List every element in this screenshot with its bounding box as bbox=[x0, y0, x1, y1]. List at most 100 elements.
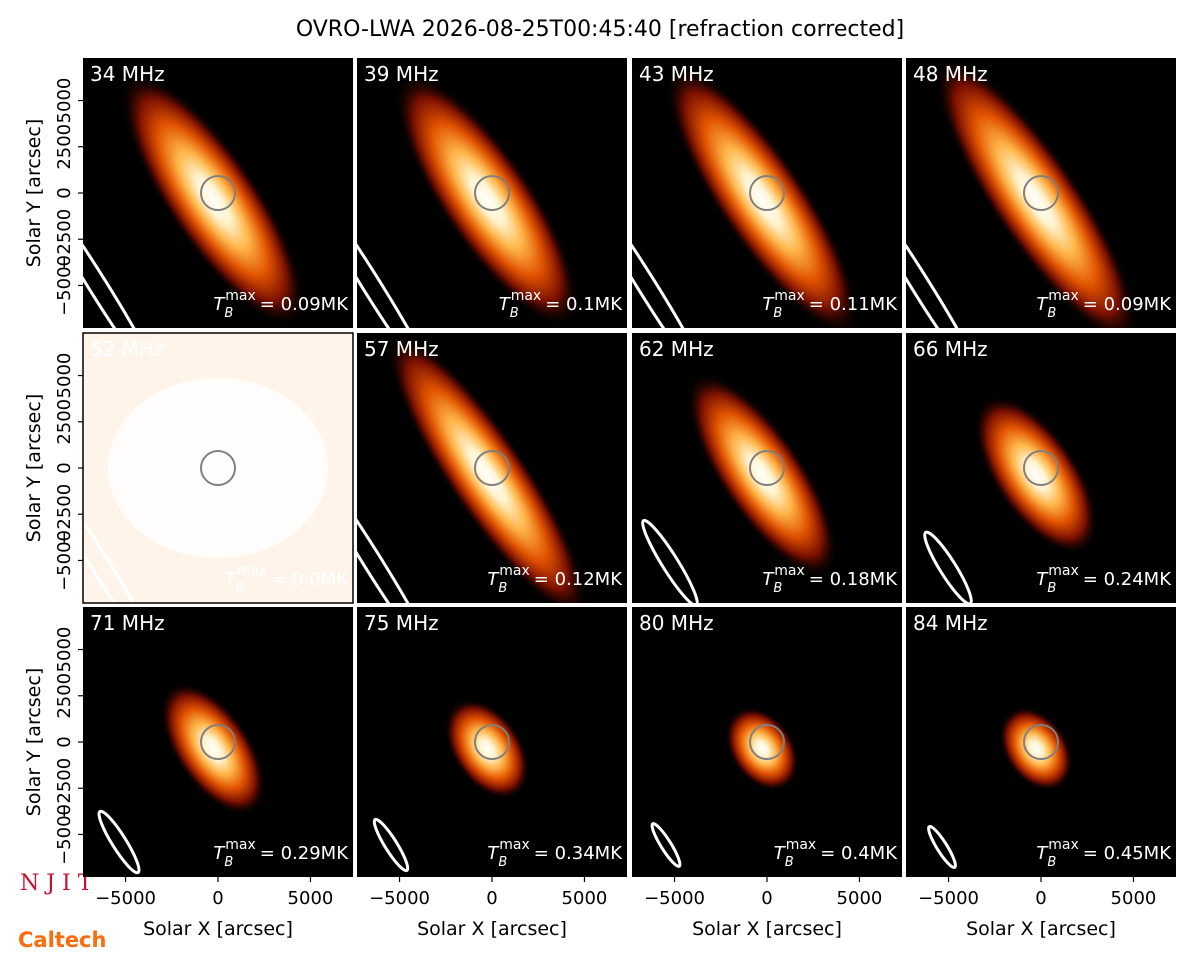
x-tick-label: 5000 bbox=[1111, 888, 1157, 909]
tb-sup: max bbox=[774, 288, 805, 304]
tb-symbol: T bbox=[213, 843, 226, 864]
panel bbox=[83, 607, 353, 877]
tb-value: = 0.09MK bbox=[260, 294, 349, 315]
emission bbox=[686, 372, 838, 578]
tb-sub: B bbox=[1047, 306, 1056, 321]
solar-disk bbox=[200, 724, 236, 760]
caltech-logo: Caltech bbox=[18, 928, 106, 952]
frequency-label: 34 MHz bbox=[90, 62, 165, 86]
y-tick-label: 5000 bbox=[54, 78, 75, 124]
beam bbox=[650, 822, 682, 868]
solar-disk bbox=[474, 724, 510, 760]
tb-sup: max bbox=[774, 563, 805, 579]
panel bbox=[632, 333, 902, 603]
emission bbox=[934, 58, 1138, 328]
tb-value: = 0.45MK bbox=[1083, 843, 1172, 864]
x-axis-label: Solar X [arcsec] bbox=[692, 918, 842, 940]
tb-value: = 0.1MK bbox=[545, 294, 623, 315]
x-tick-label: 0 bbox=[1035, 888, 1046, 909]
beam bbox=[923, 530, 973, 603]
tb-max-label: TBmax = 0.34MK bbox=[487, 837, 623, 870]
panel bbox=[906, 607, 1176, 877]
tb-value: = 0.09MK bbox=[1083, 294, 1172, 315]
y-axis-label: Solar Y [arcsec] bbox=[23, 119, 45, 267]
panel bbox=[83, 333, 353, 603]
tb-symbol: T bbox=[1036, 294, 1049, 315]
tb-symbol: T bbox=[487, 843, 500, 864]
tb-sub: B bbox=[224, 855, 233, 870]
frequency-label: 48 MHz bbox=[913, 62, 988, 86]
tb-max-label: TBmax = 0.12MK bbox=[487, 563, 623, 596]
panel bbox=[906, 333, 1176, 603]
emission bbox=[160, 682, 266, 816]
tb-symbol: T bbox=[774, 843, 787, 864]
frequency-label: 75 MHz bbox=[364, 611, 439, 635]
tb-max-label: TBmax = 0.18MK bbox=[762, 563, 898, 596]
y-tick-label: 0 bbox=[54, 187, 75, 198]
x-tick-label: 5000 bbox=[837, 888, 883, 909]
solar-disk bbox=[474, 175, 510, 211]
emission bbox=[394, 72, 580, 327]
y-tick-label: 5000 bbox=[54, 627, 75, 673]
tb-symbol: T bbox=[487, 569, 500, 590]
emission bbox=[973, 395, 1099, 555]
solar-disk bbox=[200, 450, 236, 486]
panel bbox=[632, 607, 902, 877]
tb-sup: max bbox=[225, 837, 256, 853]
frequency-label: 52 MHz bbox=[90, 337, 165, 361]
tb-value: = 0.0MK bbox=[271, 569, 349, 590]
tb-value: = 0.24MK bbox=[1083, 569, 1172, 590]
panel bbox=[83, 58, 353, 328]
y-tick-label: −2500 bbox=[54, 484, 75, 545]
emission bbox=[725, 706, 799, 792]
emission bbox=[999, 706, 1073, 792]
tb-symbol: T bbox=[762, 569, 775, 590]
tb-sub: B bbox=[510, 306, 519, 321]
x-axis-label: Solar X [arcsec] bbox=[417, 918, 567, 940]
tb-max-label: TBmax = 0.09MK bbox=[1036, 288, 1172, 321]
tb-symbol: T bbox=[762, 294, 775, 315]
tb-max-label: TBmax = 0.0MK bbox=[225, 563, 349, 596]
frequency-label: 62 MHz bbox=[639, 337, 714, 361]
tb-value: = 0.12MK bbox=[534, 569, 623, 590]
y-tick-label: −5000 bbox=[54, 804, 75, 865]
x-tick-label: −5000 bbox=[644, 888, 705, 909]
solar-disk bbox=[474, 450, 510, 486]
beam bbox=[357, 457, 438, 603]
tb-sup: max bbox=[237, 563, 268, 579]
tb-sub: B bbox=[1047, 581, 1056, 596]
tb-sub: B bbox=[498, 581, 507, 596]
frequency-label: 66 MHz bbox=[913, 337, 988, 361]
tb-value: = 0.18MK bbox=[809, 569, 898, 590]
tb-sup: max bbox=[225, 288, 256, 304]
tb-sup: max bbox=[499, 837, 530, 853]
beam bbox=[97, 809, 141, 875]
tb-max-label: TBmax = 0.45MK bbox=[1036, 837, 1172, 870]
panel bbox=[906, 58, 1176, 328]
tb-sup: max bbox=[1048, 837, 1079, 853]
beam bbox=[83, 457, 164, 603]
y-tick-label: 5000 bbox=[54, 353, 75, 399]
beam bbox=[641, 518, 699, 603]
tb-sup: max bbox=[1048, 288, 1079, 304]
tb-sub: B bbox=[224, 306, 233, 321]
y-tick-label: 0 bbox=[54, 462, 75, 473]
x-tick-label: −5000 bbox=[918, 888, 979, 909]
y-tick-label: −5000 bbox=[54, 255, 75, 316]
tb-sub: B bbox=[773, 306, 782, 321]
x-axis-label: Solar X [arcsec] bbox=[143, 918, 293, 940]
x-tick-label: 0 bbox=[486, 888, 497, 909]
tb-max-label: TBmax = 0.1MK bbox=[499, 288, 623, 321]
emission bbox=[386, 333, 588, 603]
tb-sup: max bbox=[786, 837, 817, 853]
y-tick-label: −2500 bbox=[54, 209, 75, 270]
tb-value: = 0.34MK bbox=[534, 843, 623, 864]
figure-title: OVRO-LWA 2026-08-25T00:45:40 [refraction… bbox=[296, 17, 904, 42]
x-tick-label: 5000 bbox=[562, 888, 608, 909]
y-tick-label: 0 bbox=[54, 736, 75, 747]
tb-sub: B bbox=[498, 855, 507, 870]
beam bbox=[632, 182, 713, 328]
solar-disk bbox=[1023, 175, 1059, 211]
panel bbox=[632, 58, 902, 328]
